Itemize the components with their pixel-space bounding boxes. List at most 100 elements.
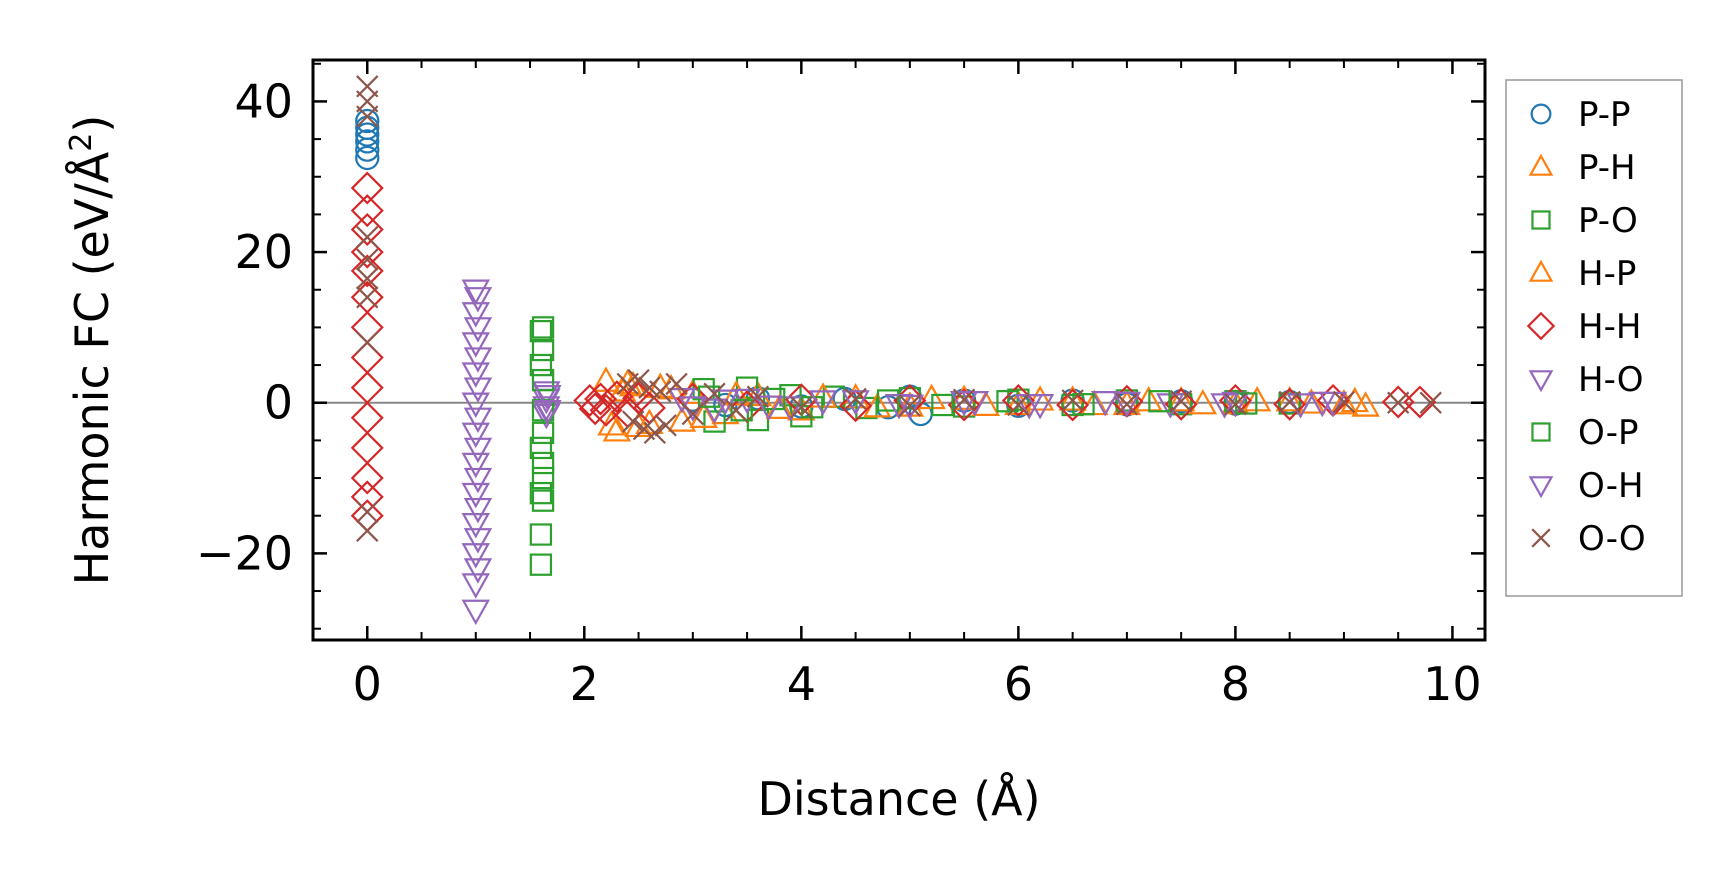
legend-marker-o-h: [1528, 476, 1554, 499]
legend-marker-p-h: [1528, 153, 1554, 176]
point-o-p-16: [1148, 390, 1171, 413]
legend-label-p-o: P-O: [1578, 201, 1638, 241]
legend-label-p-p: P-P: [1578, 95, 1631, 135]
series-p-p: [355, 108, 1302, 427]
point-o-p-12: [876, 389, 900, 412]
legend-entry-p-o: P-O: [1531, 201, 1638, 241]
point-o-p-7: [531, 489, 555, 512]
point-p-p-2: [355, 129, 380, 154]
axis-ticks: [312, 60, 1485, 640]
point-o-o-17: [654, 414, 677, 437]
point-p-p-3: [355, 122, 380, 147]
point-h-h-7: [350, 341, 384, 375]
point-h-o-24: [1090, 391, 1120, 417]
point-h-o-3: [461, 362, 491, 388]
point-o-h-21: [1307, 391, 1337, 418]
point-o-p-9: [730, 399, 753, 422]
point-o-o-28: [1061, 389, 1084, 412]
point-o-o-25: [898, 394, 922, 417]
legend-entry-h-o: H-O: [1528, 360, 1644, 400]
legend-marker-h-o: [1528, 370, 1554, 393]
point-h-o-6: [461, 452, 491, 479]
point-h-h-33: [1273, 387, 1307, 421]
point-o-p-15: [1072, 393, 1095, 416]
y-tick-label: 40: [234, 74, 293, 128]
x-tick-label: 10: [1423, 657, 1482, 711]
point-h-h-25: [839, 389, 873, 423]
point-h-h-29: [1056, 388, 1090, 422]
point-o-o-29: [1115, 393, 1139, 416]
point-h-o-7: [461, 482, 491, 509]
point-h-h-1: [350, 194, 384, 228]
point-h-h-6: [350, 310, 384, 344]
point-h-p-4: [689, 402, 718, 428]
y-axis-title-main: Harmonic FC (eV/Å: [65, 151, 119, 585]
legend-entry-o-o: O-O: [1531, 519, 1646, 559]
point-o-p-1: [531, 338, 555, 362]
point-h-h-17: [589, 393, 623, 427]
point-o-o-12: [627, 368, 650, 392]
legend-entry-p-p: P-P: [1530, 95, 1631, 135]
series-o-h: [463, 287, 1337, 584]
x-tick-label: 2: [570, 657, 599, 711]
point-o-h-8: [463, 528, 493, 554]
point-o-p-5: [531, 451, 555, 475]
point-p-h-21: [1351, 391, 1380, 417]
legend-marker-h-h: [1526, 311, 1556, 341]
point-o-o-22: [746, 385, 770, 408]
point-p-o-0: [529, 319, 553, 343]
point-p-o-5: [529, 553, 553, 576]
point-o-o-3: [356, 225, 379, 249]
point-h-o-2: [461, 332, 491, 358]
point-o-h-1: [463, 317, 493, 343]
point-p-o-13: [855, 396, 878, 420]
point-p-o-8: [735, 376, 759, 399]
point-o-h-3: [463, 377, 493, 403]
point-o-h-17: [949, 391, 979, 417]
point-h-o-8: [461, 513, 491, 539]
legend-label-o-o: O-O: [1578, 519, 1646, 559]
point-o-o-24: [844, 387, 867, 411]
point-h-p-14: [1188, 388, 1218, 415]
point-o-o-18: [665, 372, 688, 396]
series-h-h: [350, 171, 1437, 533]
series-h-o: [461, 279, 1348, 626]
point-h-h-23: [730, 389, 764, 423]
point-o-o-2: [356, 105, 379, 128]
point-p-p-0: [355, 145, 380, 171]
legend-marker-h-p: [1528, 259, 1554, 282]
point-p-h-1: [602, 416, 632, 442]
point-o-h-19: [1112, 391, 1142, 418]
point-o-p-4: [531, 421, 555, 445]
plot-frame: [311, 58, 1487, 642]
x-axis-title: Distance (Å): [757, 772, 1040, 826]
x-tick-label: 8: [1221, 657, 1250, 711]
y-tick-label: 0: [264, 376, 293, 430]
point-o-h-0: [463, 287, 493, 313]
point-o-o-6: [356, 286, 379, 309]
point-h-o-0: [461, 279, 491, 305]
point-o-h-15: [808, 390, 838, 416]
point-h-p-11: [1025, 385, 1055, 411]
point-o-h-10: [533, 384, 562, 411]
series-o-o: [356, 75, 1442, 542]
point-h-h-12: [350, 480, 384, 514]
point-o-p-13: [931, 393, 954, 417]
point-h-h-9: [350, 401, 384, 435]
y-tick-label: −20: [196, 526, 293, 580]
point-o-o-7: [356, 331, 379, 354]
point-o-o-8: [356, 500, 379, 524]
legend-marker-p-p: [1530, 103, 1552, 125]
point-p-h-17: [1166, 385, 1196, 412]
point-h-h-16: [584, 382, 618, 416]
point-h-h-8: [350, 371, 384, 405]
legend-marker-o-o: [1531, 528, 1551, 548]
point-o-p-0: [531, 316, 555, 339]
point-h-o-11: [461, 599, 491, 626]
y-axis-title: Harmonic FC (eV/Å2): [64, 115, 120, 586]
point-o-o-35: [1419, 391, 1442, 414]
legend: P-P P-H P-O H-P H-H H-O O-P O-H O-O: [1505, 79, 1683, 597]
point-h-h-2: [350, 212, 384, 246]
point-p-o-7: [703, 410, 726, 433]
